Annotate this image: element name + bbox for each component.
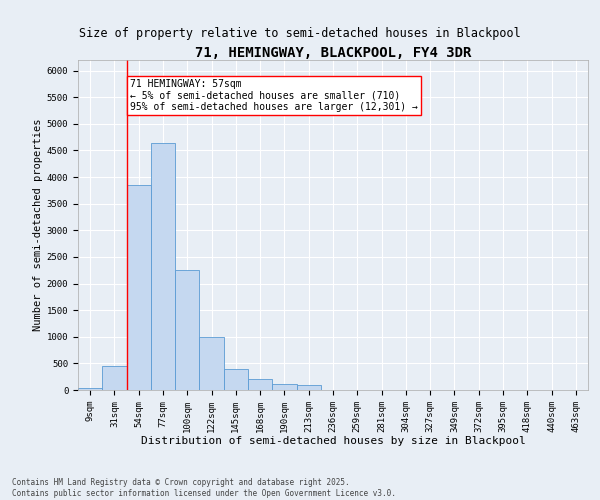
Bar xyxy=(272,384,296,390)
Title: 71, HEMINGWAY, BLACKPOOL, FY4 3DR: 71, HEMINGWAY, BLACKPOOL, FY4 3DR xyxy=(195,46,471,60)
Bar xyxy=(175,270,199,390)
Bar xyxy=(102,366,127,390)
Bar xyxy=(151,142,175,390)
Bar xyxy=(78,388,102,390)
Bar xyxy=(199,337,224,390)
Text: Size of property relative to semi-detached houses in Blackpool: Size of property relative to semi-detach… xyxy=(79,28,521,40)
Text: Contains HM Land Registry data © Crown copyright and database right 2025.
Contai: Contains HM Land Registry data © Crown c… xyxy=(12,478,396,498)
Bar xyxy=(127,185,151,390)
Bar xyxy=(224,368,248,390)
Y-axis label: Number of semi-detached properties: Number of semi-detached properties xyxy=(32,118,43,331)
Text: 71 HEMINGWAY: 57sqm
← 5% of semi-detached houses are smaller (710)
95% of semi-d: 71 HEMINGWAY: 57sqm ← 5% of semi-detache… xyxy=(130,78,418,112)
Bar xyxy=(296,384,321,390)
Bar xyxy=(248,380,272,390)
X-axis label: Distribution of semi-detached houses by size in Blackpool: Distribution of semi-detached houses by … xyxy=(140,436,526,446)
